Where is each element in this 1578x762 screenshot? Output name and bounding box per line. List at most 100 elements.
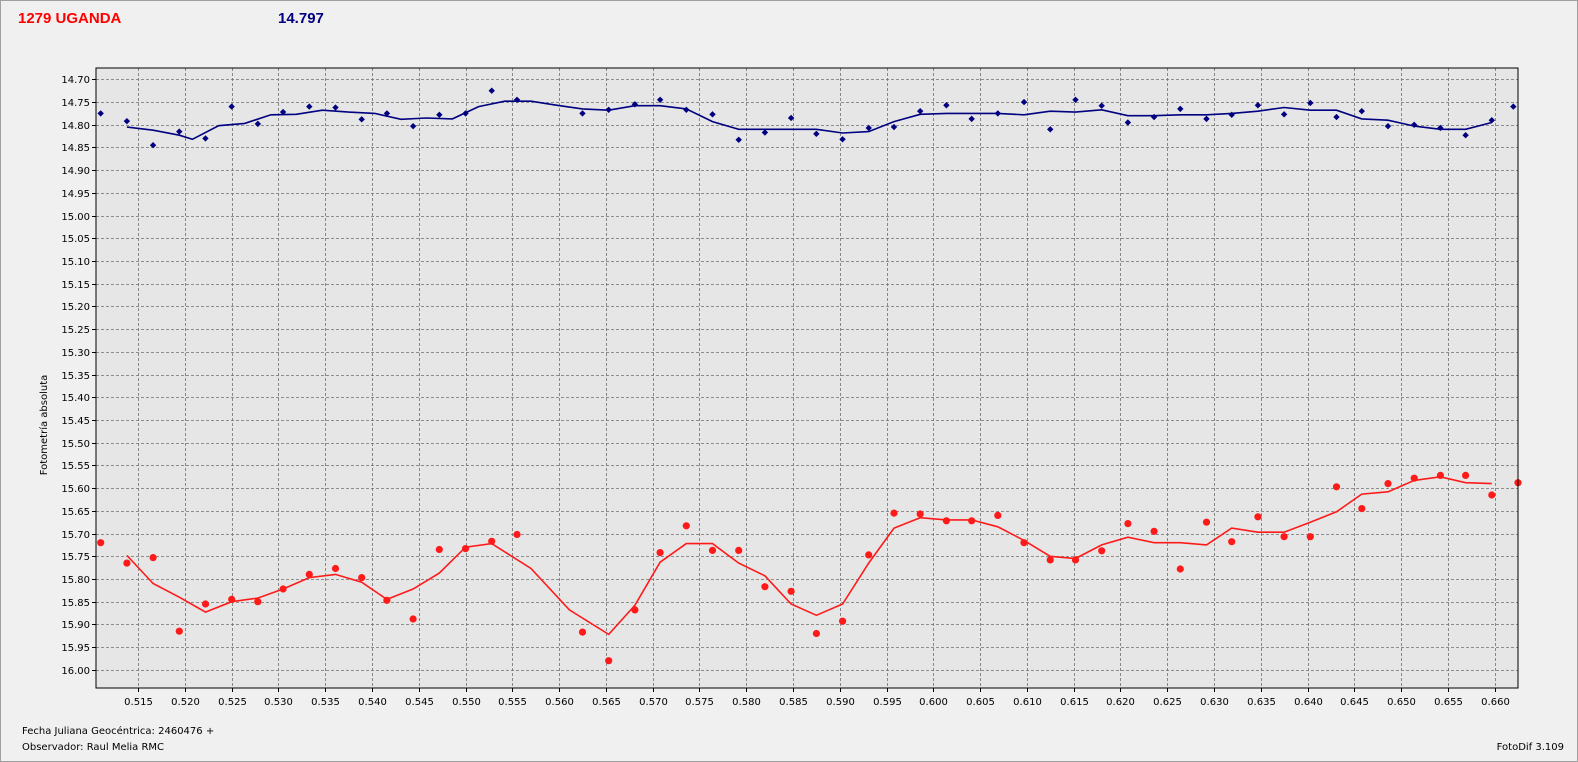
object-point	[994, 511, 1002, 519]
y-tick-label: 15.95	[61, 643, 90, 654]
object-point	[435, 545, 443, 554]
x-tick-label: 0.565	[592, 697, 621, 708]
object-point	[305, 570, 313, 579]
y-tick-label: 14.70	[61, 75, 90, 86]
object-point	[839, 617, 847, 625]
comparison-point	[358, 116, 365, 123]
x-tick-label: 0.615	[1060, 697, 1089, 708]
comparison-point	[683, 106, 690, 113]
comparison-point	[839, 136, 846, 143]
comparison-point	[605, 106, 612, 113]
x-tick-label: 0.520	[171, 697, 200, 708]
object-point	[175, 627, 183, 635]
object-point	[735, 546, 743, 555]
x-tick-label: 0.660	[1481, 697, 1510, 708]
comparison-point	[1333, 113, 1340, 121]
object-point	[488, 537, 496, 545]
x-tick-label: 0.650	[1387, 697, 1416, 708]
y-tick-label: 14.75	[61, 98, 90, 109]
comparison-point	[1228, 111, 1235, 118]
x-tick-label: 0.545	[405, 697, 434, 708]
y-tick-label: 15.55	[61, 461, 90, 472]
comparison-point	[579, 110, 586, 117]
x-tick-label: 0.620	[1106, 697, 1135, 708]
x-tick-label: 0.595	[873, 697, 902, 708]
x-tick-label: 0.570	[639, 697, 668, 708]
object-point	[383, 596, 391, 604]
comparison-point	[123, 117, 131, 125]
y-axis-label: Fotometría absoluta	[38, 375, 50, 476]
y-tick-label: 15.80	[61, 575, 90, 586]
x-tick-label: 0.590	[826, 697, 855, 708]
object-point	[254, 598, 262, 606]
y-tick-label: 14.85	[61, 143, 90, 154]
comparison-point	[1384, 122, 1392, 130]
x-tick-label: 0.610	[1013, 697, 1042, 708]
comparison-point	[813, 130, 820, 138]
x-tick-label: 0.535	[311, 697, 340, 708]
y-tick-label: 15.05	[61, 234, 90, 245]
x-tick-label: 0.635	[1247, 697, 1276, 708]
comparison-point	[1437, 124, 1444, 132]
object-point	[461, 545, 470, 553]
y-tick-label: 15.65	[61, 507, 90, 518]
object-point	[682, 522, 690, 530]
comparison-point	[149, 142, 157, 149]
object-point	[1410, 474, 1418, 482]
x-tick-label: 0.580	[732, 697, 761, 708]
y-tick-label: 14.80	[61, 121, 90, 132]
object-point	[358, 574, 366, 582]
object-point	[513, 530, 521, 539]
object-point	[1306, 533, 1314, 541]
y-tick-label: 14.95	[61, 189, 90, 200]
x-tick-label: 0.530	[264, 697, 293, 708]
comparison-point	[332, 104, 339, 111]
comparison-point	[97, 110, 104, 117]
object-point	[1098, 547, 1106, 555]
object-point	[631, 606, 639, 614]
y-tick-label: 15.15	[61, 280, 90, 291]
object-point	[968, 517, 976, 525]
y-tick-label: 15.50	[61, 439, 90, 450]
object-point	[1436, 471, 1444, 479]
object-point	[228, 595, 236, 604]
comparison-series	[97, 87, 1517, 149]
object-point	[812, 629, 821, 638]
comparison-point	[890, 123, 898, 131]
object-trend-line	[126, 475, 1492, 636]
x-tick-label: 0.630	[1200, 697, 1229, 708]
comparison-point	[1254, 102, 1262, 109]
comparison-point	[1098, 102, 1105, 109]
object-name-label: 1279 UGANDA	[18, 10, 122, 27]
y-tick-label: 16.00	[61, 666, 90, 677]
comparison-point	[513, 96, 521, 103]
y-tick-label: 15.20	[61, 302, 90, 313]
y-tick-label: 15.25	[61, 325, 90, 336]
y-tick-label: 15.35	[61, 371, 90, 382]
object-point	[656, 549, 664, 557]
grid	[96, 68, 1518, 688]
comparison-point	[735, 136, 742, 143]
object-point	[1124, 520, 1132, 528]
object-point	[123, 559, 131, 567]
comparison-point	[176, 128, 183, 135]
comparison-point	[1307, 99, 1314, 107]
x-tick-label: 0.640	[1294, 697, 1323, 708]
comparison-point	[228, 103, 235, 110]
y-tick-label: 15.45	[61, 416, 90, 427]
object-point	[149, 554, 157, 562]
object-point	[1071, 556, 1080, 564]
comparison-point	[383, 110, 391, 117]
object-point	[787, 587, 795, 595]
x-tick-label: 0.560	[545, 697, 574, 708]
comparison-point	[1280, 111, 1288, 118]
comparison-point	[916, 107, 924, 115]
object-series	[97, 471, 1522, 665]
comparison-point	[865, 124, 872, 132]
observer-label: Observador: Raul Melia RMC	[22, 742, 165, 753]
object-point	[1202, 518, 1211, 526]
comparison-point	[279, 108, 287, 116]
y-tick-label: 15.30	[61, 348, 90, 359]
comparison-point	[254, 120, 262, 128]
